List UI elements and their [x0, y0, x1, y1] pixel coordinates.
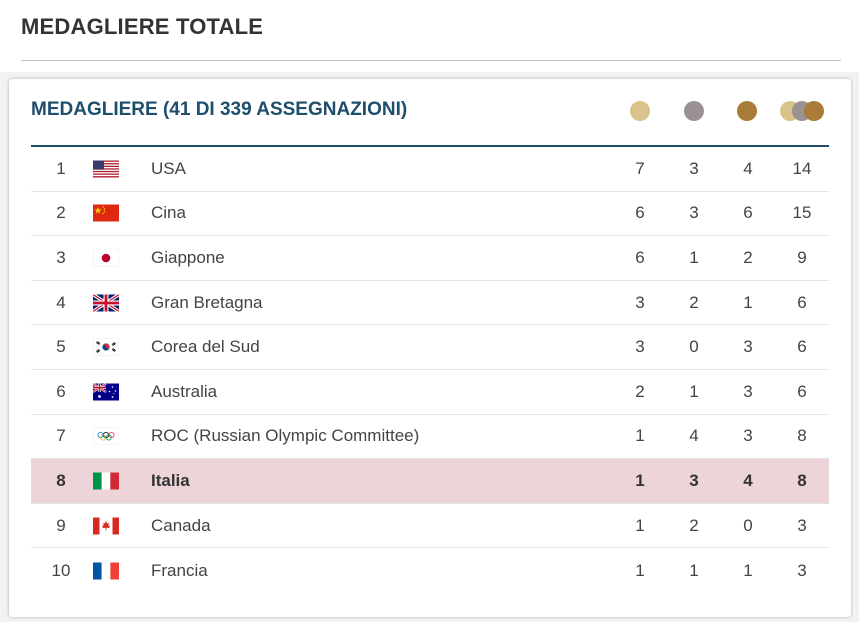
- rank-cell: 1: [56, 158, 66, 178]
- table-row[interactable]: 4 Gran Bretagna 3 2 1 6: [31, 281, 829, 326]
- silver-count: 1: [689, 247, 699, 267]
- bronze-medal-icon: [737, 101, 757, 121]
- table-row[interactable]: 8 Italia 1 3 4 8: [31, 459, 829, 504]
- gold-count: 1: [635, 470, 645, 490]
- table-row[interactable]: 1 USA 7 3 4 14: [31, 147, 829, 192]
- bronze-count: 6: [743, 203, 753, 223]
- medal-table-rows: 1 USA 7 3 4 14 2 Cina 6 3 6 15 3 Giappon…: [31, 147, 829, 593]
- country-name[interactable]: Corea del Sud: [151, 337, 260, 357]
- silver-count: 2: [689, 292, 699, 312]
- gold-count: 6: [635, 247, 645, 267]
- rank-cell: 5: [56, 337, 66, 357]
- total-count: 9: [797, 247, 807, 267]
- rank-cell: 7: [56, 426, 66, 446]
- rank-cell: 2: [56, 203, 66, 223]
- bronze-count: 4: [743, 158, 753, 178]
- rank-cell: 6: [56, 381, 66, 401]
- total-count: 15: [792, 203, 812, 223]
- silver-count: 3: [689, 470, 699, 490]
- total-count: 8: [797, 470, 807, 490]
- rank-cell: 9: [56, 515, 66, 535]
- medal-table-title: MEDAGLIERE (41 DI 339 ASSEGNAZIONI): [31, 99, 408, 120]
- country-name[interactable]: Gran Bretagna: [151, 292, 263, 312]
- rank-cell: 4: [56, 292, 66, 312]
- uk-flag-icon: [93, 294, 119, 312]
- table-row[interactable]: 9 Canada 1 2 0 3: [31, 504, 829, 549]
- country-name[interactable]: Australia: [151, 381, 218, 401]
- bronze-count: 1: [743, 560, 753, 580]
- italy-flag-icon: [93, 472, 119, 490]
- gold-count: 1: [635, 560, 645, 580]
- total-count: 14: [792, 158, 812, 178]
- medal-table-card: MEDAGLIERE (41 DI 339 ASSEGNAZIONI) 1 US…: [9, 79, 851, 617]
- country-name[interactable]: ROC (Russian Olympic Committee): [151, 426, 420, 446]
- rank-cell: 3: [56, 247, 66, 267]
- china-flag-icon: [93, 204, 119, 222]
- australia-flag-icon: [93, 383, 119, 401]
- rank-cell: 8: [56, 470, 66, 490]
- table-row[interactable]: 5 Corea del Sud 3 0 3 6: [31, 325, 829, 370]
- total-count: 8: [797, 426, 807, 446]
- table-row[interactable]: 2 Cina 6 3 6 15: [31, 192, 829, 237]
- gold-count: 6: [635, 203, 645, 223]
- page-title: MEDAGLIERE TOTALE: [21, 14, 264, 39]
- rank-cell: 10: [51, 560, 71, 580]
- table-row[interactable]: 7 ROC (Russian Olympic Committee) 1 4 3 …: [31, 415, 829, 460]
- bronze-count: 3: [743, 337, 753, 357]
- bronze-count: 3: [743, 381, 753, 401]
- france-flag-icon: [93, 562, 119, 580]
- total-count: 6: [797, 337, 807, 357]
- gold-count: 2: [635, 381, 645, 401]
- silver-count: 3: [689, 158, 699, 178]
- silver-count: 1: [689, 560, 699, 580]
- gold-medal-icon: [630, 101, 650, 121]
- gold-count: 3: [635, 292, 645, 312]
- table-row[interactable]: 3 Giappone 6 1 2 9: [31, 236, 829, 281]
- japan-flag-icon: [93, 249, 119, 267]
- country-name[interactable]: Italia: [151, 470, 190, 490]
- gold-count: 7: [635, 158, 645, 178]
- bronze-count: 2: [743, 247, 753, 267]
- total-count: 3: [797, 560, 807, 580]
- table-header-divider: [31, 145, 829, 147]
- usa-flag-icon: [93, 160, 119, 178]
- country-name[interactable]: USA: [151, 158, 186, 178]
- silver-count: 3: [689, 203, 699, 223]
- title-divider: [21, 60, 841, 61]
- total-count: 3: [797, 515, 807, 535]
- total-count: 6: [797, 292, 807, 312]
- country-name[interactable]: Giappone: [151, 247, 225, 267]
- gold-count: 3: [635, 337, 645, 357]
- country-name[interactable]: Francia: [151, 560, 208, 580]
- gold-count: 1: [635, 515, 645, 535]
- olympic-rings-flag-icon: [93, 427, 119, 445]
- total-medals-icon: [778, 101, 830, 121]
- silver-count: 4: [689, 426, 699, 446]
- bronze-count: 1: [743, 292, 753, 312]
- silver-count: 2: [689, 515, 699, 535]
- silver-count: 1: [689, 381, 699, 401]
- bronze-count: 4: [743, 470, 753, 490]
- bronze-count: 0: [743, 515, 753, 535]
- country-name[interactable]: Cina: [151, 203, 186, 223]
- country-name[interactable]: Canada: [151, 515, 211, 535]
- total-count: 6: [797, 381, 807, 401]
- table-row[interactable]: 10 Francia 1 1 1 3: [31, 548, 829, 593]
- silver-medal-icon: [684, 101, 704, 121]
- bronze-count: 3: [743, 426, 753, 446]
- silver-count: 0: [689, 337, 699, 357]
- south-korea-flag-icon: [93, 338, 119, 356]
- canada-flag-icon: [93, 517, 119, 535]
- table-row[interactable]: 6 Australia 2 1 3 6: [31, 370, 829, 415]
- gold-count: 1: [635, 426, 645, 446]
